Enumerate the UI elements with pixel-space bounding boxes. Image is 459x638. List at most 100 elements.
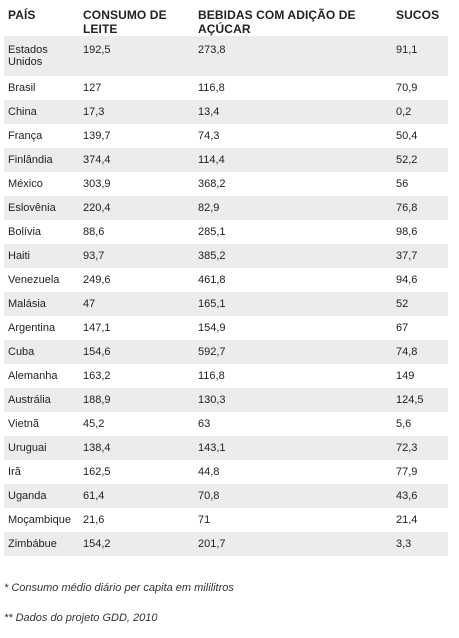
- cell-juice: 0,2: [392, 100, 448, 124]
- cell-juice: 124,5: [392, 388, 448, 412]
- cell-sugary-drinks: 44,8: [194, 460, 392, 484]
- header-pais: PAÍS: [8, 8, 36, 22]
- table-row: Zimbábue 154,2 201,7 3,3: [4, 532, 448, 556]
- cell-juice: 50,4: [392, 124, 448, 148]
- cell-sugary-drinks: 461,8: [194, 268, 392, 292]
- cell-juice: 52: [392, 292, 448, 316]
- table-row: Haiti 93,7 385,2 37,7: [4, 244, 448, 268]
- table-row: Cuba 154,6 592,7 74,8: [4, 340, 448, 364]
- table-row: China 17,3 13,4 0,2: [4, 100, 448, 124]
- table-row: Estados Unidos 192,5 273,8 91,1: [4, 36, 448, 76]
- table-body: Estados Unidos 192,5 273,8 91,1 Brasil 127 116…: [4, 36, 448, 556]
- beverage-consumption-table: PAÍS CONSUMO DE LEITE BEBIDAS COM ADIÇÃO…: [4, 0, 448, 556]
- table-row: Austrália 188,9 130,3 124,5: [4, 388, 448, 412]
- cell-sugary-drinks: 201,7: [194, 532, 392, 556]
- cell-country: Haiti: [4, 244, 79, 268]
- cell-sugary-drinks: 116,8: [194, 76, 392, 100]
- table-row: Alemanha 163,2 116,8 149: [4, 364, 448, 388]
- table-row: Finlândia 374,4 114,4 52,2: [4, 148, 448, 172]
- cell-country: Uruguai: [4, 436, 79, 460]
- cell-juice: 21,4: [392, 508, 448, 532]
- cell-country: Alemanha: [4, 364, 79, 388]
- cell-milk: 127: [79, 76, 194, 100]
- cell-country: Eslovênia: [4, 196, 79, 220]
- cell-country: Argentina: [4, 316, 79, 340]
- cell-country: Malásia: [4, 292, 79, 316]
- cell-country: Cuba: [4, 340, 79, 364]
- cell-country: Finlândia: [4, 148, 79, 172]
- table-row: Venezuela 249,6 461,8 94,6: [4, 268, 448, 292]
- cell-juice: 43,6: [392, 484, 448, 508]
- table-row: México 303,9 368,2 56: [4, 172, 448, 196]
- cell-juice: 72,3: [392, 436, 448, 460]
- cell-juice: 67: [392, 316, 448, 340]
- cell-juice: 3,3: [392, 532, 448, 556]
- cell-sugary-drinks: 116,8: [194, 364, 392, 388]
- cell-country: França: [4, 124, 79, 148]
- table-row: Brasil 127 116,8 70,9: [4, 76, 448, 100]
- cell-sugary-drinks: 70,8: [194, 484, 392, 508]
- cell-milk: 47: [79, 292, 194, 316]
- cell-sugary-drinks: 71: [194, 508, 392, 532]
- cell-juice: 52,2: [392, 148, 448, 172]
- cell-country: Brasil: [4, 76, 79, 100]
- cell-sugary-drinks: 13,4: [194, 100, 392, 124]
- cell-juice: 76,8: [392, 196, 448, 220]
- cell-milk: 220,4: [79, 196, 194, 220]
- cell-milk: 249,6: [79, 268, 194, 292]
- cell-country: Zimbábue: [4, 532, 79, 556]
- cell-juice: 74,8: [392, 340, 448, 364]
- cell-country: Austrália: [4, 388, 79, 412]
- cell-milk: 154,2: [79, 532, 194, 556]
- cell-sugary-drinks: 114,4: [194, 148, 392, 172]
- cell-milk: 162,5: [79, 460, 194, 484]
- cell-juice: 149: [392, 364, 448, 388]
- cell-sugary-drinks: 63: [194, 412, 392, 436]
- table-row: Irã 162,5 44,8 77,9: [4, 460, 448, 484]
- cell-country: Estados Unidos: [4, 36, 79, 76]
- cell-sugary-drinks: 368,2: [194, 172, 392, 196]
- cell-milk: 21,6: [79, 508, 194, 532]
- table-row: Eslovênia 220,4 82,9 76,8: [4, 196, 448, 220]
- cell-juice: 70,9: [392, 76, 448, 100]
- cell-country: Moçambique: [4, 508, 79, 532]
- cell-country: Uganda: [4, 484, 79, 508]
- cell-sugary-drinks: 285,1: [194, 220, 392, 244]
- cell-juice: 56: [392, 172, 448, 196]
- cell-sugary-drinks: 165,1: [194, 292, 392, 316]
- cell-milk: 17,3: [79, 100, 194, 124]
- cell-milk: 163,2: [79, 364, 194, 388]
- cell-sugary-drinks: 130,3: [194, 388, 392, 412]
- cell-milk: 61,4: [79, 484, 194, 508]
- table-row: Uruguai 138,4 143,1 72,3: [4, 436, 448, 460]
- header-row: PAÍS CONSUMO DE LEITE BEBIDAS COM ADIÇÃO…: [4, 0, 448, 36]
- cell-sugary-drinks: 143,1: [194, 436, 392, 460]
- cell-sugary-drinks: 385,2: [194, 244, 392, 268]
- cell-country: México: [4, 172, 79, 196]
- table-row: Moçambique 21,6 71 21,4: [4, 508, 448, 532]
- cell-milk: 93,7: [79, 244, 194, 268]
- cell-juice: 5,6: [392, 412, 448, 436]
- table-row: Vietnã 45,2 63 5,6: [4, 412, 448, 436]
- cell-milk: 45,2: [79, 412, 194, 436]
- table-row: Argentina 147,1 154,9 67: [4, 316, 448, 340]
- table-header: PAÍS CONSUMO DE LEITE BEBIDAS COM ADIÇÃO…: [4, 0, 448, 36]
- cell-milk: 88,6: [79, 220, 194, 244]
- header-consumo-de-leite: CONSUMO DE LEITE: [83, 8, 167, 36]
- cell-sugary-drinks: 82,9: [194, 196, 392, 220]
- cell-juice: 91,1: [392, 36, 448, 76]
- cell-milk: 192,5: [79, 36, 194, 76]
- cell-juice: 37,7: [392, 244, 448, 268]
- cell-milk: 147,1: [79, 316, 194, 340]
- cell-country: Venezuela: [4, 268, 79, 292]
- cell-milk: 139,7: [79, 124, 194, 148]
- cell-country: Irã: [4, 460, 79, 484]
- cell-juice: 77,9: [392, 460, 448, 484]
- cell-milk: 303,9: [79, 172, 194, 196]
- footnote-source: ** Dados do projeto GDD, 2010: [4, 612, 158, 624]
- table-row: Malásia 47 165,1 52: [4, 292, 448, 316]
- cell-country: Vietnã: [4, 412, 79, 436]
- footnote-unit: * Consumo médio diário per capita em mil…: [4, 582, 234, 594]
- cell-sugary-drinks: 154,9: [194, 316, 392, 340]
